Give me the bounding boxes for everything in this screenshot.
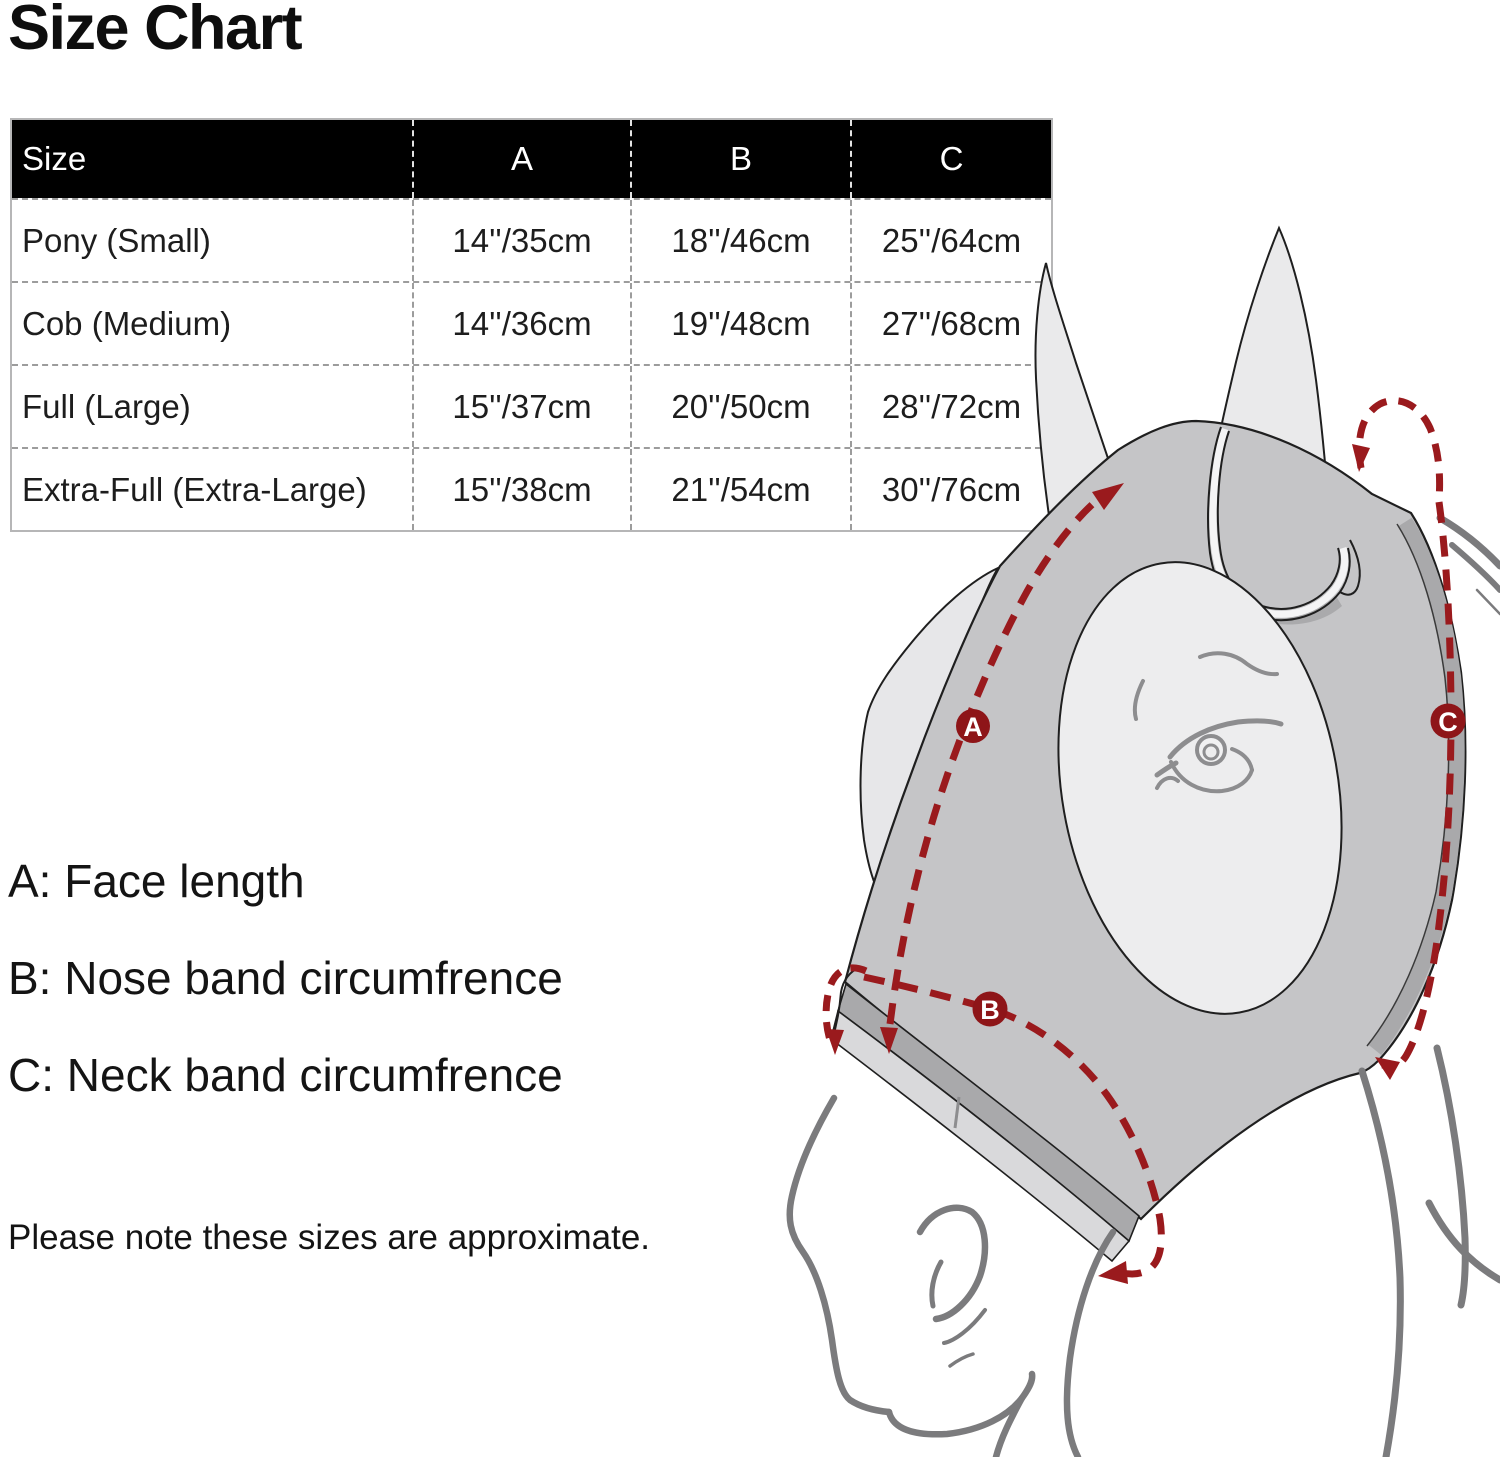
size-name-cell: Full (Large) <box>22 387 191 425</box>
marker-c-label: C <box>1438 707 1458 737</box>
arrowhead <box>1375 1057 1400 1080</box>
measurement-legend: A: Face length B: Nose band circumfrence… <box>8 832 563 1123</box>
legend-line-c: C: Neck band circumfrence <box>8 1048 563 1101</box>
size-chart-table: Size A B C Pony (Small) 14''/35cm 18''/4… <box>10 118 1053 532</box>
value-c-cell: 30''/76cm <box>850 449 1051 530</box>
value-b-cell: 21''/54cm <box>630 449 850 530</box>
value-b-cell: 19''/48cm <box>630 283 850 364</box>
approximate-sizes-note: Please note these sizes are approximate. <box>8 1218 651 1257</box>
arrowhead <box>826 1029 844 1055</box>
neck-sketch-lines <box>1358 514 1500 1457</box>
value-c-cell: 28''/72cm <box>850 366 1051 447</box>
value-a-cell: 15''/37cm <box>412 366 630 447</box>
mane-stroke <box>1436 514 1500 570</box>
value-a-cell: 14''/36cm <box>412 283 630 364</box>
arrowhead <box>1352 444 1370 472</box>
marker-a: A <box>956 709 990 743</box>
column-header-a: A <box>412 120 630 198</box>
table-header-row: Size A B C <box>12 120 1051 198</box>
measurement-c-path <box>1352 397 1455 1080</box>
arrowhead <box>880 1027 898 1054</box>
legend-line-a: A: Face length <box>8 854 305 907</box>
nostril <box>916 1204 989 1323</box>
value-c-cell: 25''/64cm <box>850 200 1051 281</box>
value-a-cell: 14''/35cm <box>412 200 630 281</box>
value-b-cell: 18''/46cm <box>630 200 850 281</box>
size-name-cell: Pony (Small) <box>22 221 211 259</box>
table-row: Cob (Medium) 14''/36cm 19''/48cm 27''/68… <box>12 281 1051 364</box>
fly-mask-measurement-diagram: A B C <box>786 225 1500 1457</box>
marker-c: C <box>1430 703 1466 739</box>
arrowhead <box>1098 1261 1128 1284</box>
value-b-cell: 20''/50cm <box>630 366 850 447</box>
mane-stroke <box>1475 588 1500 616</box>
arrowhead <box>1092 483 1124 510</box>
column-header-c: C <box>850 120 1051 198</box>
value-a-cell: 15''/38cm <box>412 449 630 530</box>
column-header-size: Size <box>22 140 87 177</box>
mane-stroke <box>1449 542 1500 593</box>
nose-band <box>830 966 1140 1263</box>
marker-a-label: A <box>963 712 983 742</box>
size-name-cell: Cob (Medium) <box>22 304 232 342</box>
table-row: Pony (Small) 14''/35cm 18''/46cm 25''/64… <box>12 198 1051 281</box>
legend-line-b: B: Nose band circumfrence <box>8 951 563 1004</box>
value-c-cell: 27''/68cm <box>850 283 1051 364</box>
measurement-b-path <box>822 964 1165 1284</box>
horse-eye-sketch <box>1132 651 1284 794</box>
table-row: Full (Large) 15''/37cm 20''/50cm 28''/72… <box>12 364 1051 447</box>
column-header-b: B <box>630 120 850 198</box>
marker-b-label: B <box>980 995 1000 1025</box>
size-name-cell: Extra-Full (Extra-Large) <box>22 470 367 508</box>
table-row: Extra-Full (Extra-Large) 15''/38cm 21''/… <box>12 447 1051 530</box>
page-title: Size Chart <box>8 0 303 63</box>
marker-b: B <box>972 991 1008 1027</box>
muzzle-sketch <box>786 1094 1117 1457</box>
